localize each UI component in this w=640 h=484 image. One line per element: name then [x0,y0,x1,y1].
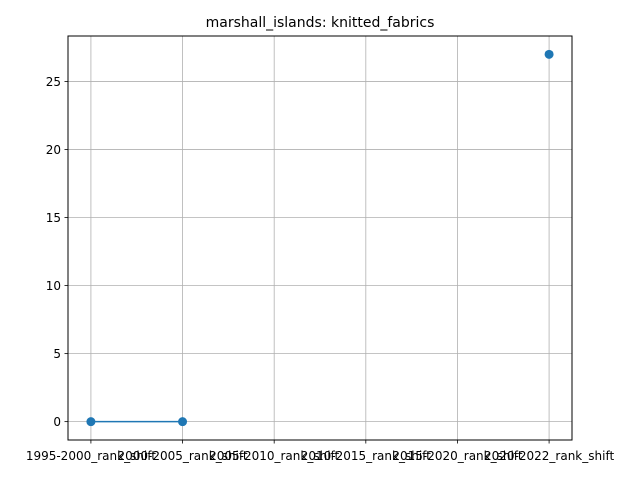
y-axis: 0 5 10 15 20 25 [46,75,68,429]
x-axis: 1995-2000_rank_shift2000-2005_rank_shift… [26,440,614,463]
y-tick-label: 0 [53,415,61,429]
y-tick-label: 15 [46,211,61,225]
x-tick-label: 2010-2015_rank_shift [301,449,431,463]
x-tick-label: 2015-2020_rank_shift [392,449,522,463]
chart-title: marshall_islands: knitted_fabrics [206,15,435,31]
x-tick-label: 2020-2022_rank_shift [484,449,614,463]
data-point [178,417,188,427]
plot-area-frame [67,35,573,441]
x-tick-label: 2000-2005_rank_shift [117,449,247,463]
y-tick-label: 10 [46,279,61,293]
data-point [544,49,554,59]
x-tick-label: 2005-2010_rank_shift [209,449,339,463]
y-tick-label: 25 [46,75,61,89]
data-point [86,417,96,427]
x-tick-label: 1995-2000_rank_shift [26,449,156,463]
y-tick-label: 20 [46,143,61,157]
series-layer [86,49,554,427]
y-tick-label: 5 [53,347,61,361]
